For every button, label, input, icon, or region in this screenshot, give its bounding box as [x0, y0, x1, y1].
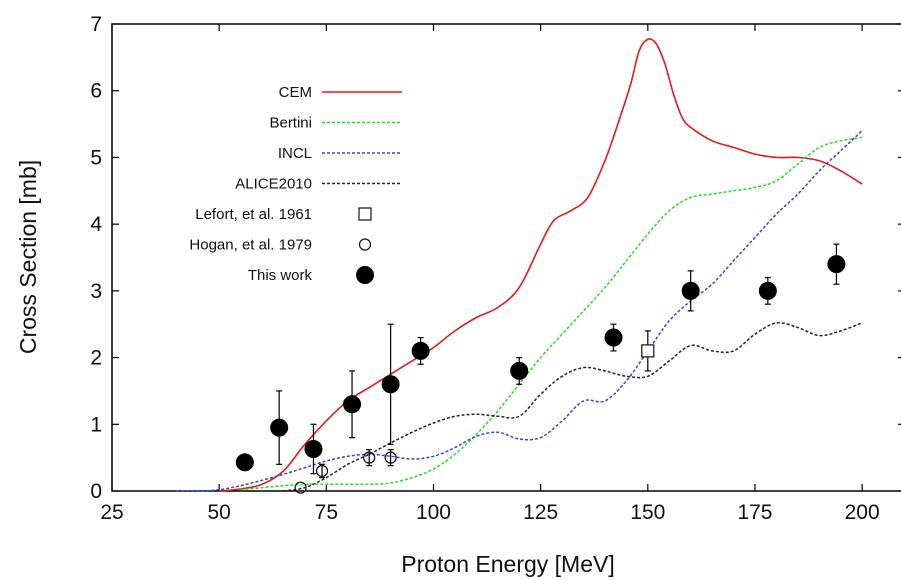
data-point-this-work [681, 281, 700, 300]
data-point-this-work [411, 341, 430, 360]
data-point-hogan-et-al-1979 [363, 451, 376, 464]
legend-label-alice2010: ALICE2010 [235, 176, 312, 193]
x-tick-label: 50 [207, 501, 230, 524]
legend-label-bertini: Bertini [269, 115, 312, 132]
data-point-hogan-et-al-1979 [294, 481, 307, 494]
data-point-this-work [510, 361, 529, 380]
series-line-bertini [240, 136, 863, 491]
legend-marker-lefort-et-al-1961 [358, 207, 372, 221]
legend-label-hogan-et-al-1979: Hogan, et al. 1979 [189, 237, 312, 254]
series-line-alice2010 [283, 321, 863, 492]
series-line-cem [219, 38, 863, 492]
data-point-hogan-et-al-1979 [384, 451, 397, 464]
x-tick-label: 25 [100, 501, 123, 524]
data-point-hogan-et-al-1979 [315, 464, 329, 478]
y-axis-title: Cross Section [mb] [15, 160, 41, 354]
y-tick-label: 4 [90, 213, 102, 236]
legend-marker-hogan-et-al-1979 [358, 238, 372, 251]
y-tick-label: 2 [90, 347, 102, 370]
y-tick-label: 1 [90, 413, 102, 436]
data-point-this-work [270, 418, 289, 437]
plot-frame [111, 23, 901, 492]
y-tick-label: 0 [90, 480, 102, 503]
x-axis-title: Proton Energy [MeV] [401, 551, 615, 577]
data-point-this-work [343, 395, 362, 414]
legend-label-incl: INCL [278, 145, 312, 162]
y-tick-label: 6 [90, 80, 102, 103]
data-point-this-work [235, 453, 254, 472]
data-point-this-work [381, 375, 400, 394]
x-tick-label: 75 [315, 501, 338, 524]
y-tick-label: 3 [90, 280, 102, 303]
x-tick-label: 200 [845, 501, 880, 524]
y-tick-label: 5 [90, 146, 102, 169]
legend-marker-this-work [356, 266, 374, 284]
series-line-incl [176, 130, 863, 492]
legend-label-lefort-et-al-1961: Lefort, et al. 1961 [195, 206, 312, 223]
x-tick-label: 150 [630, 501, 665, 524]
data-point-this-work [304, 439, 323, 458]
x-tick-label: 175 [737, 501, 772, 524]
legend-label-cem: CEM [279, 84, 312, 101]
data-point-lefort-et-al-1961 [641, 344, 655, 358]
series-layer [176, 38, 863, 494]
axis-ticks: 25 50 75 100 125 150 175 200 0 1 2 3 4 5 6 7 [90, 13, 901, 524]
data-point-this-work [827, 255, 846, 274]
legend: CEM Bertini INCL ALICE2010 Lefort, et al. 19… [189, 84, 402, 284]
data-point-this-work [758, 281, 777, 300]
x-tick-label: 125 [523, 501, 558, 524]
legend-label-this-work: This work [248, 267, 313, 284]
x-tick-label: 100 [416, 501, 451, 524]
data-point-this-work [604, 328, 623, 347]
y-tick-label: 7 [90, 13, 102, 36]
